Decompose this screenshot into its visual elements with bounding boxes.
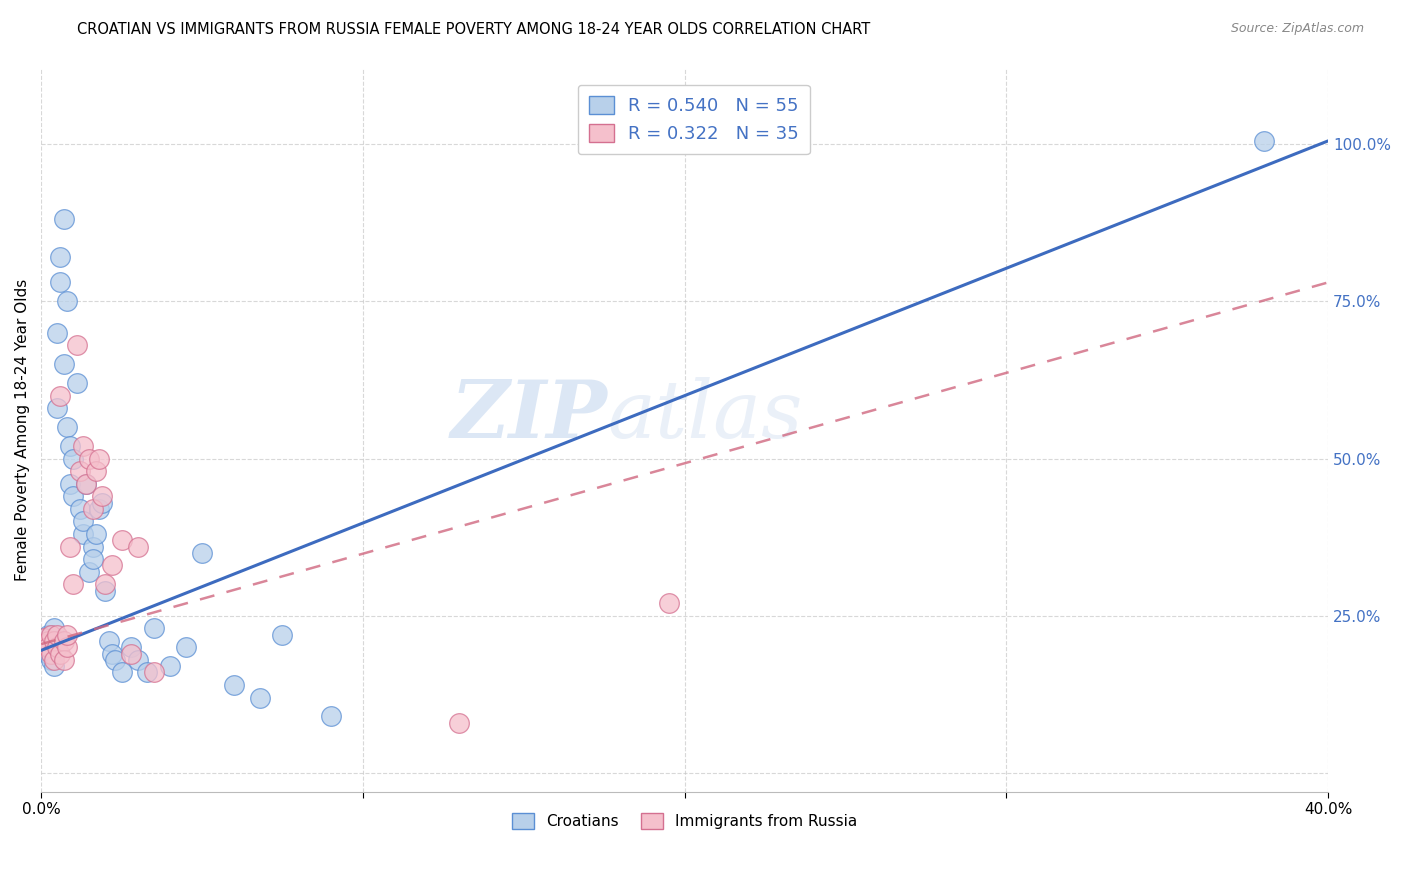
Point (110, 665, 132, 680)
Point (87, 451, 110, 466)
Point (72, 439, 94, 453)
Point (104, 653, 127, 667)
Point (37, 628, 59, 642)
Point (49, 276, 72, 290)
Point (94, 583, 117, 598)
Point (52, 212, 75, 227)
Point (52, 634, 75, 648)
Point (142, 665, 165, 680)
Point (34, 631, 56, 645)
Point (174, 640, 197, 655)
Point (84, 464, 107, 478)
Point (62, 489, 84, 503)
Point (34, 643, 56, 657)
Point (56, 420, 79, 434)
Point (72, 527, 94, 541)
Text: CROATIAN VS IMMIGRANTS FROM RUSSIA FEMALE POVERTY AMONG 18-24 YEAR OLDS CORRELAT: CROATIAN VS IMMIGRANTS FROM RUSSIA FEMAL… (77, 22, 870, 37)
Point (52, 653, 75, 667)
Point (120, 647, 142, 661)
Point (449, 715, 471, 730)
Point (42, 634, 65, 648)
Point (82, 540, 104, 554)
Point (65, 376, 87, 390)
Text: ZIP: ZIP (450, 377, 607, 455)
Point (271, 628, 294, 642)
Point (94, 577, 117, 591)
Point (39, 628, 62, 642)
Point (62, 577, 84, 591)
Point (72, 515, 94, 529)
Point (39, 628, 62, 642)
Point (56, 628, 79, 642)
Point (79, 565, 101, 579)
Point (46, 628, 69, 642)
Point (82, 501, 104, 516)
Point (37, 640, 59, 655)
Point (87, 501, 110, 516)
Point (69, 501, 91, 516)
Text: Source: ZipAtlas.com: Source: ZipAtlas.com (1230, 22, 1364, 36)
Point (46, 326, 69, 340)
Text: atlas: atlas (607, 377, 803, 455)
Point (46, 401, 69, 416)
Point (59, 439, 82, 453)
Point (75, 476, 97, 491)
Point (159, 659, 181, 673)
Point (46, 634, 69, 648)
Point (37, 640, 59, 655)
Point (59, 540, 82, 554)
Point (46, 640, 69, 655)
Point (84, 527, 107, 541)
Point (224, 678, 246, 692)
Point (39, 640, 62, 655)
Point (62, 451, 84, 466)
Point (319, 709, 342, 723)
Point (49, 647, 72, 661)
Legend: Croatians, Immigrants from Russia: Croatians, Immigrants from Russia (506, 806, 863, 835)
Point (52, 357, 75, 371)
Point (56, 640, 79, 655)
Point (120, 640, 142, 655)
Point (49, 250, 72, 264)
Point (142, 621, 165, 635)
Point (136, 665, 159, 680)
Point (39, 634, 62, 648)
Point (37, 647, 59, 661)
Point (101, 647, 124, 661)
Y-axis label: Female Poverty Among 18-24 Year Olds: Female Poverty Among 18-24 Year Olds (15, 279, 30, 582)
Point (110, 533, 132, 548)
Point (75, 476, 97, 491)
Point (79, 451, 101, 466)
Point (91, 495, 114, 509)
Point (127, 540, 149, 554)
Point (42, 621, 65, 635)
Point (42, 653, 65, 667)
Point (82, 552, 104, 566)
Point (1253, 134, 1275, 148)
Point (191, 546, 214, 560)
Point (37, 634, 59, 648)
Point (56, 294, 79, 309)
Point (127, 653, 149, 667)
Point (34, 631, 56, 645)
Point (101, 558, 124, 573)
Point (42, 659, 65, 673)
Point (657, 596, 679, 610)
Point (91, 489, 114, 503)
Point (34, 637, 56, 651)
Point (49, 389, 72, 403)
Point (249, 690, 271, 705)
Point (42, 647, 65, 661)
Point (59, 476, 82, 491)
Point (34, 637, 56, 651)
Point (65, 338, 87, 352)
Point (69, 464, 91, 478)
Point (39, 653, 62, 667)
Point (46, 640, 69, 655)
Point (97, 634, 120, 648)
Point (39, 647, 62, 661)
